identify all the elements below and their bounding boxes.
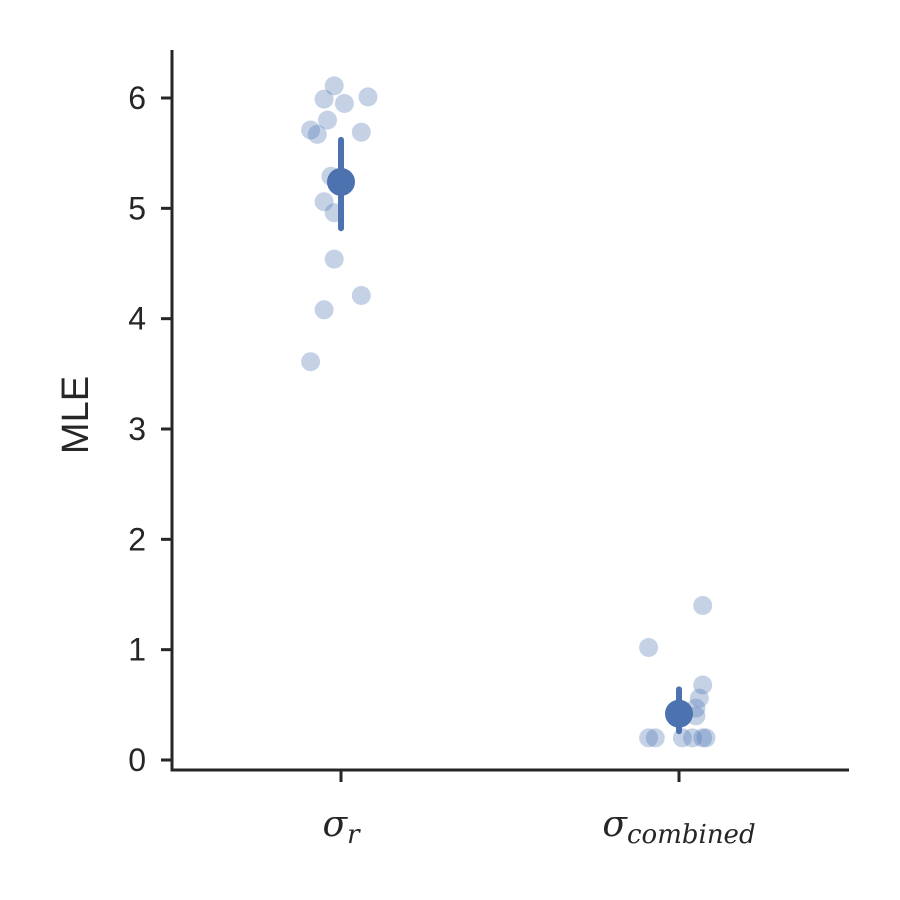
mean-marker [327,167,355,196]
data-point [351,122,371,142]
data-point [351,286,371,305]
data-point [689,688,709,708]
y-tick-label: 1 [128,632,146,668]
data-point [696,728,716,748]
data-point [693,596,713,615]
y-axis-label: MLE [55,376,97,454]
y-tick-label: 5 [128,190,146,226]
axes-layer [170,50,849,772]
data-point [314,89,334,109]
x-tick-label: σcombined [602,804,755,850]
data-point [307,124,327,144]
y-tick-label: 6 [128,80,146,116]
y-tick-label: 0 [128,742,146,778]
data-point [683,728,702,748]
data-point [314,192,334,212]
x-tick-label: σr [322,804,361,850]
data-point [639,728,659,748]
data-point [693,728,713,748]
data-point [324,76,344,96]
data-point [301,352,321,372]
x-ticks: σr σcombined [322,770,756,850]
y-tick-label: 2 [128,521,146,557]
data-point [318,110,337,130]
y-ticks: 0 1 2 3 4 5 6 [128,80,172,778]
y-tick-label: 4 [128,301,146,337]
data-point [358,87,378,107]
data-point [324,249,344,269]
y-tick-label: 3 [128,411,146,447]
data-point [639,638,659,657]
data-point [645,728,665,748]
data-point [314,300,334,320]
data-point [693,675,713,695]
estimates-layer [327,136,693,735]
data-point [301,120,321,140]
data-point [334,94,354,113]
mean-marker [665,699,693,728]
points-layer [301,76,716,748]
